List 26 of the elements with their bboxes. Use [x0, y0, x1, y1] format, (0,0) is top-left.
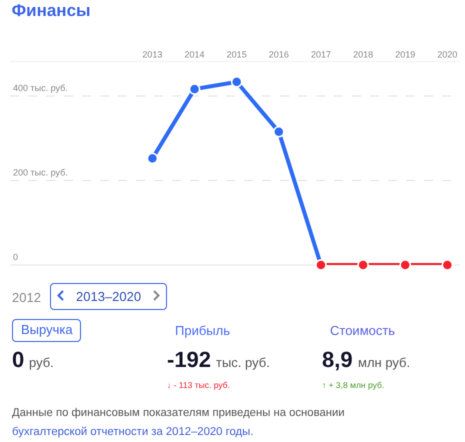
text: -192 — [167, 347, 212, 372]
x-tick-label: 2016 — [268, 49, 289, 60]
text: млн руб. — [358, 355, 410, 370]
text: тыс. руб. — [216, 355, 270, 370]
text: Прибыль — [175, 323, 230, 338]
y-tick-label: 0 — [13, 252, 18, 262]
text: ↑ + 3,8 млн руб. — [322, 380, 384, 390]
text: бухгалтерской отчетности за 2012–2020 годы. — [12, 426, 254, 438]
text: 8,9 — [322, 347, 353, 372]
text: Данные по финансовым показателям приведены на основании — [12, 407, 345, 420]
x-tick-label: 2019 — [395, 49, 416, 60]
text: Выручка — [21, 322, 73, 337]
text: 2013–2020 — [76, 289, 142, 304]
x-tick-label: 2015 — [226, 49, 247, 60]
x-tick-label: 2020 — [437, 49, 458, 60]
x-tick-label: 2018 — [353, 49, 374, 60]
x-tick-label: 2013 — [142, 49, 162, 60]
text: 2012 — [12, 290, 41, 305]
x-tick-label: 2017 — [310, 49, 331, 60]
text: руб. — [29, 355, 54, 370]
x-tick-label: 2014 — [184, 49, 205, 60]
text: Стоимость — [330, 323, 396, 338]
text: ↓ - 113 тыс. руб. — [167, 380, 230, 390]
y-tick-label: 400 тыс. руб. — [13, 82, 68, 93]
chart-title: Финансы — [12, 0, 91, 20]
y-tick-label: 200 тыс. руб. — [13, 168, 68, 178]
